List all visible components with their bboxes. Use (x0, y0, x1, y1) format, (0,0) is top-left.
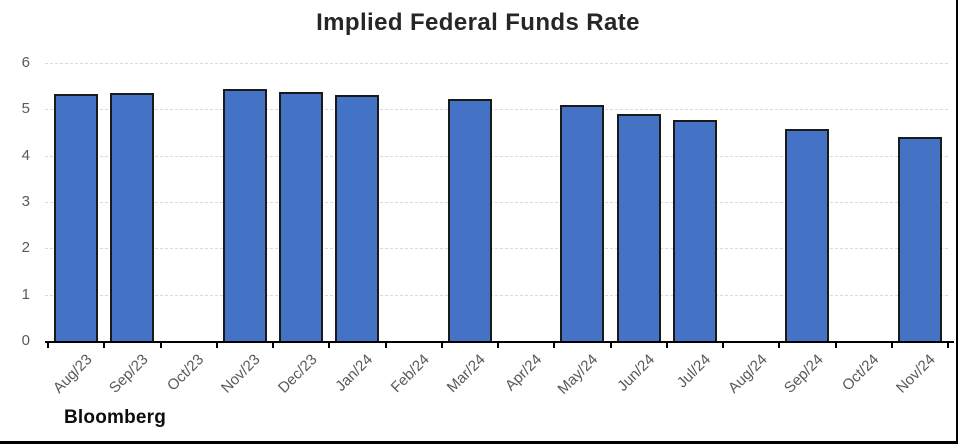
x-axis-tick (384, 343, 387, 348)
y-tick-label: 3 (21, 193, 30, 210)
bar-nov-24 (897, 137, 942, 341)
x-axis-tick (553, 343, 556, 348)
gridline (45, 202, 948, 203)
x-axis-tick (159, 343, 162, 348)
x-axis-tick (722, 343, 724, 348)
x-axis-tick (440, 343, 443, 348)
gridline (45, 155, 948, 157)
x-axis-tick (665, 343, 668, 348)
x-axis-tick (497, 343, 499, 348)
x-axis-tick (609, 343, 612, 348)
bar-jul-24 (672, 120, 717, 341)
x-axis-tick (215, 343, 218, 348)
chart-title: Implied Federal Funds Rate (316, 9, 640, 36)
bar-may-24 (560, 105, 605, 341)
x-axis-line (45, 341, 954, 343)
bar-aug-23 (54, 94, 99, 341)
y-tick-label: 2 (21, 239, 30, 257)
y-tick-label: 0 (21, 332, 30, 349)
bar-sep-23 (110, 92, 155, 341)
x-axis-labels: Aug/23 Sep/23 Oct/23 Nov/23 Dec/23 Jan/24 Feb/… (49, 351, 939, 398)
gridline (45, 63, 948, 64)
bar-mar-24 (447, 98, 492, 341)
x-axis-tick (328, 343, 331, 348)
bar-dec-23 (279, 91, 324, 341)
y-tick-label: 1 (21, 285, 30, 303)
gridline (45, 109, 948, 111)
bar-jan-24 (335, 95, 380, 341)
y-tick-label: 6 (21, 54, 30, 71)
gridline (45, 248, 948, 250)
x-axis-tick (778, 343, 781, 348)
y-tick-label: 4 (21, 146, 30, 164)
x-axis-tick (834, 343, 837, 348)
bar-nov-23 (222, 89, 267, 341)
gridline (45, 294, 948, 296)
plot-area (45, 63, 954, 348)
source-label: Bloomberg (64, 407, 167, 428)
bar-jun-24 (616, 113, 661, 341)
x-axis-tick (47, 343, 49, 348)
x-axis-tick (103, 343, 106, 348)
x-axis-tick (947, 343, 949, 348)
y-tick-label: 5 (21, 100, 30, 118)
x-axis-tick (890, 343, 893, 348)
bar-sep-24 (785, 129, 830, 341)
x-axis-tick (272, 343, 274, 348)
